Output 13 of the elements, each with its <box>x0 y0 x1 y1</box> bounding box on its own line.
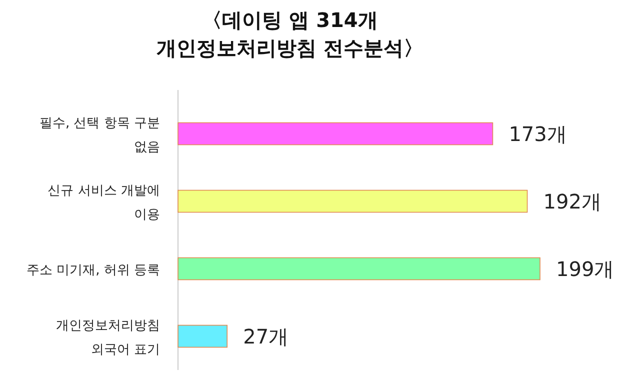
data-label: 27개 <box>243 324 289 348</box>
y-tick-label: 필수, 선택 항목 구분 없음 <box>39 116 160 155</box>
bar <box>178 324 228 348</box>
y-tick-label: 개인정보처리방침 외국어 표기 <box>56 318 160 358</box>
data-label: 199개 <box>556 256 614 281</box>
data-label: 173개 <box>508 122 567 146</box>
chart-title: 〈데이팅 앱 314개 개인정보처리방침 전수분석〉 <box>156 8 424 60</box>
bar <box>178 122 494 146</box>
y-tick-label: 신규 서비스 개발에 이용 <box>48 183 160 222</box>
y-tick-label: 주소 미기재, 허위 등록 <box>26 262 160 278</box>
bar <box>178 257 540 280</box>
data-label: 192개 <box>543 189 602 214</box>
bar <box>178 190 528 213</box>
